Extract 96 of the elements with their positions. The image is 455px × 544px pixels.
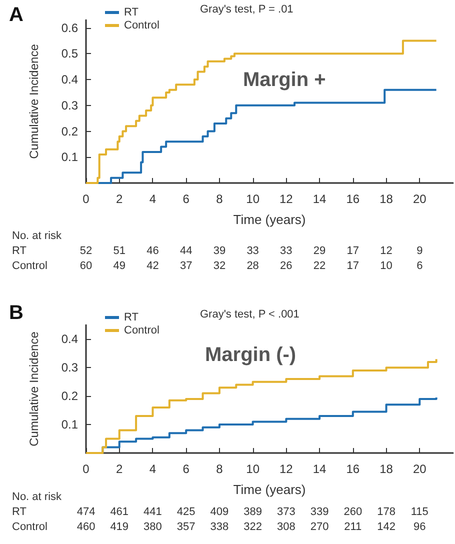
x-tick-label: 12 [280, 462, 294, 476]
annotation: Margin + [243, 69, 326, 91]
text: 461 [110, 506, 129, 518]
x-tick-label: 8 [216, 192, 224, 206]
y-axis-title: Cumulative Incidence [27, 331, 41, 446]
text: 308 [277, 521, 296, 533]
text: 37 [180, 260, 192, 272]
x-tick-label: 6 [182, 192, 190, 206]
y-tick-label: 0.4 [61, 332, 78, 346]
text: 115 [410, 506, 428, 518]
text: 474 [76, 506, 96, 518]
x-tick-label: 6 [182, 462, 190, 476]
text: 6 [416, 260, 423, 272]
text: Control [12, 260, 48, 272]
chart-title: A [9, 4, 24, 26]
text: 33 [280, 245, 292, 257]
y-tick-label: 0.4 [61, 72, 78, 87]
text: 60 [80, 260, 92, 272]
text: 9 [416, 245, 423, 257]
x-tick-label: 10 [246, 192, 260, 206]
x-tick-label: 0 [82, 192, 90, 206]
text: Gray's test, P < .001 [200, 308, 300, 320]
y-tick-label: 0.3 [61, 98, 78, 112]
text: 357 [176, 521, 196, 533]
x-tick-label: 0 [82, 462, 90, 476]
text: 425 [176, 506, 196, 518]
text: 46 [146, 245, 159, 257]
text: 460 [76, 521, 96, 533]
text: Control [12, 521, 48, 533]
x-tick-label: 12 [280, 192, 294, 206]
text: 339 [310, 506, 329, 518]
text: 39 [213, 245, 226, 257]
y-tick-label: 0.2 [61, 389, 78, 404]
x-tick-label: 18 [380, 192, 394, 206]
chart-title: B [9, 302, 24, 324]
text: 17 [346, 245, 360, 257]
text: 10 [380, 260, 392, 272]
y-tick-label: 0.1 [61, 418, 78, 432]
text: 389 [244, 506, 262, 518]
text: 22 [313, 260, 326, 272]
text: RT [12, 245, 27, 257]
text: 322 [244, 521, 262, 533]
text: 44 [180, 245, 192, 257]
x-tick-label: 8 [216, 462, 224, 476]
text: 409 [210, 506, 229, 518]
y-tick-label: 0.3 [61, 360, 78, 375]
x-tick-label: 18 [380, 462, 394, 476]
text: 373 [277, 506, 296, 518]
x-axis-title: Time (years) [233, 482, 306, 497]
x-tick-label: 16 [346, 462, 360, 476]
text: 441 [144, 506, 162, 518]
x-tick-label: 10 [246, 462, 260, 476]
text: Gray's test, P = .01 [200, 4, 294, 16]
text: 42 [146, 260, 159, 272]
y-tick-label: 0.2 [61, 124, 78, 138]
text: 142 [377, 521, 396, 533]
legend-label: Control [124, 20, 160, 32]
text: 12 [380, 245, 392, 257]
text: 32 [213, 260, 226, 272]
x-tick-label: 20 [412, 462, 427, 476]
y-axis-title: Cumulative Incidence [27, 44, 41, 159]
legend-label: Control [124, 324, 160, 336]
text: 96 [414, 521, 426, 533]
y-tick-label: 0.1 [61, 150, 78, 164]
y-tick-label: 0.5 [61, 46, 78, 61]
text: 419 [110, 521, 129, 533]
text: 17 [346, 260, 360, 272]
x-tick-label: 14 [312, 192, 327, 206]
x-tick-label: 20 [412, 192, 427, 206]
x-tick-label: 2 [116, 192, 124, 206]
y-tick-label: 0.6 [61, 20, 78, 35]
text: 29 [313, 245, 326, 257]
legend-label: RT [124, 312, 139, 324]
annotation: Margin (-) [205, 344, 296, 366]
text: 260 [344, 506, 362, 518]
legend-label: RT [124, 6, 139, 18]
text: 33 [246, 245, 259, 257]
text: No. at risk [12, 230, 62, 242]
text: 52 [80, 245, 92, 257]
text: 380 [144, 521, 162, 533]
text: 178 [377, 506, 396, 518]
x-tick-label: 4 [149, 462, 156, 476]
text: 28 [246, 260, 259, 272]
text: RT [12, 506, 27, 518]
x-axis-title: Time (years) [233, 212, 306, 227]
text: 49 [113, 260, 126, 272]
x-tick-label: 14 [312, 462, 327, 476]
text: 338 [210, 521, 229, 533]
x-tick-label: 2 [116, 462, 124, 476]
text: 51 [113, 245, 126, 257]
x-tick-label: 4 [149, 192, 156, 206]
text: No. at risk [12, 491, 62, 503]
text: 26 [280, 260, 292, 272]
text: 211 [344, 521, 362, 533]
x-tick-label: 16 [346, 192, 360, 206]
text: 270 [310, 521, 329, 533]
